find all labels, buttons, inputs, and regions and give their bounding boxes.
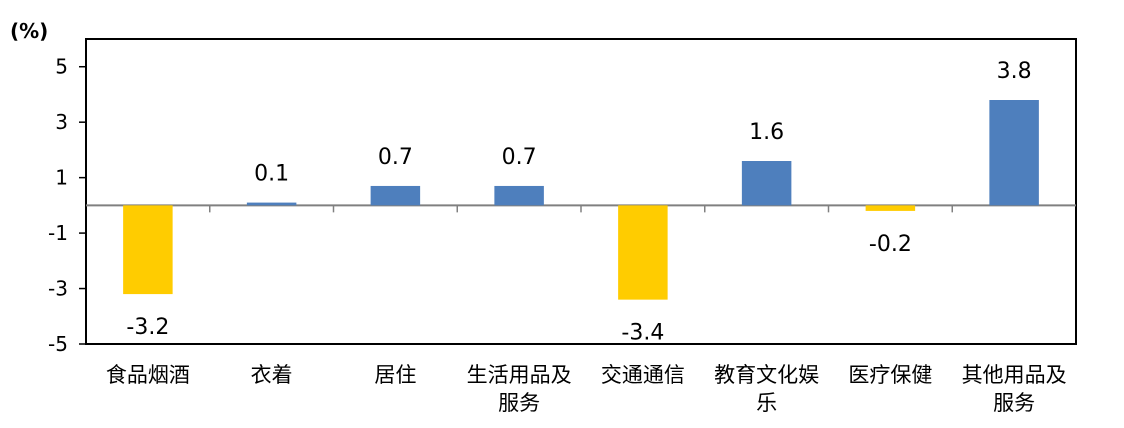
- category-label: 服务: [993, 391, 1035, 415]
- y-tick-label: -1: [48, 221, 68, 245]
- data-label: 1.6: [749, 120, 784, 145]
- bar: [618, 205, 668, 300]
- data-labels: -3.2 0.1 0.7 0.7 -3.4 1.6 -0.2 3.8: [126, 59, 1031, 346]
- bar: [989, 100, 1039, 206]
- category-label: 其他用品及: [962, 363, 1067, 387]
- data-label: -0.2: [869, 232, 912, 257]
- data-label: 3.8: [997, 59, 1032, 84]
- y-tick-label: 5: [55, 55, 68, 79]
- category-label: 教育文化娱: [714, 363, 819, 387]
- y-tick-label: 3: [55, 110, 68, 134]
- plot-frame: [85, 38, 1077, 345]
- data-label: -3.2: [126, 315, 169, 340]
- data-label: 0.1: [254, 162, 289, 187]
- y-tick-label: -5: [48, 332, 68, 356]
- category-label: 医疗保健: [848, 363, 932, 387]
- y-tick-label: 1: [55, 166, 68, 190]
- category-label: 交通通信: [601, 363, 685, 387]
- bars: [123, 100, 1039, 300]
- bar: [370, 185, 421, 206]
- data-label: 0.7: [502, 145, 537, 170]
- category-label: 服务: [498, 391, 540, 415]
- category-label: 居住: [374, 363, 416, 387]
- bar: [246, 202, 297, 206]
- bar: [494, 185, 544, 206]
- category-label: 食品烟酒: [106, 363, 190, 387]
- bar: [865, 205, 916, 211]
- category-label: 生活用品及: [467, 363, 572, 387]
- bar: [123, 205, 173, 295]
- data-label: -3.4: [621, 321, 664, 346]
- category-label: 乐: [756, 391, 777, 415]
- unit-label: (%): [10, 19, 48, 43]
- data-label: 0.7: [378, 145, 413, 170]
- y-tick-label: -3: [48, 277, 68, 301]
- y-axis: 5 3 1 -1 -3 -5: [48, 55, 86, 356]
- bar: [741, 161, 792, 206]
- category-label: 衣着: [251, 363, 293, 387]
